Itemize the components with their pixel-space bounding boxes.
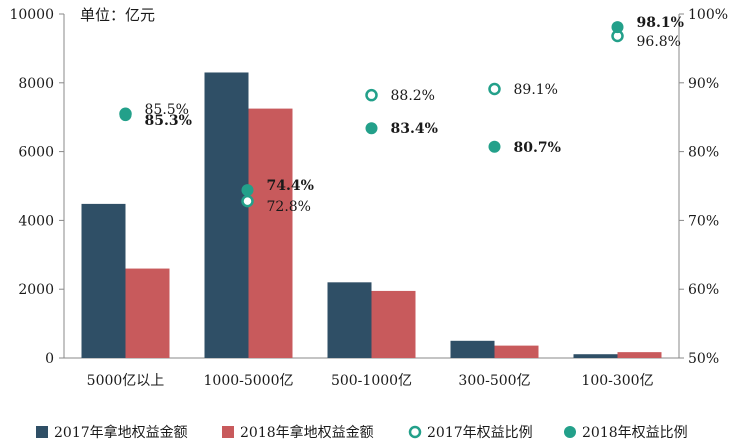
- label-2017: 88.2%: [391, 88, 435, 104]
- marker-2018: [488, 140, 501, 153]
- bar-2017: [81, 203, 126, 358]
- left-tick-label: 4000: [18, 213, 54, 229]
- bar-2017: [573, 354, 618, 358]
- bar-2017: [204, 72, 249, 358]
- left-tick-label: 2000: [18, 282, 54, 298]
- right-tick-label: 100%: [688, 7, 728, 23]
- label-2018: 83.4%: [391, 121, 438, 137]
- category-label: 1000-5000亿: [204, 373, 294, 389]
- legend: 2017年拿地权益金额 2018年拿地权益金额 2017年权益比例 2018年权益比例: [36, 424, 688, 441]
- left-tick-label: 10000: [9, 7, 54, 23]
- bar-2018: [494, 345, 539, 358]
- right-tick-label: 60%: [688, 282, 719, 298]
- legend-label: 2018年拿地权益金额: [240, 424, 374, 441]
- bar-2017: [327, 282, 372, 358]
- left-axis-ticks: 0 2000 4000 6000 8000 10000: [9, 7, 64, 367]
- marker-2018: [119, 109, 132, 122]
- legend-label: 2018年权益比例: [582, 425, 688, 441]
- label-2018: 80.7%: [514, 140, 561, 156]
- marker-2018: [365, 122, 378, 135]
- category-label: 500-1000亿: [331, 373, 412, 389]
- label-2018: 98.1%: [637, 15, 684, 31]
- label-2017: 85.5%: [145, 102, 189, 118]
- marker-2017: [488, 82, 501, 96]
- marker-2018: [241, 184, 254, 197]
- bar-2018: [125, 268, 170, 358]
- markers: 85.5%85.3% 72.8% 74.4% 88.2% 83.4% 89.1% 80.7%…: [119, 15, 684, 215]
- label-2017: 72.8%: [267, 199, 311, 215]
- marker-2018: [611, 21, 624, 34]
- right-axis-ticks: 50% 60% 70% 80% 90% 100%: [679, 7, 728, 367]
- bar-2018: [617, 352, 662, 358]
- marker-2017: [241, 194, 254, 208]
- legend-swatch: [36, 426, 48, 438]
- marker-2017: [365, 88, 378, 102]
- category-label: 5000亿以上: [87, 373, 165, 389]
- right-tick-label: 50%: [688, 351, 719, 367]
- right-tick-label: 70%: [688, 213, 719, 229]
- legend-label: 2017年权益比例: [427, 425, 533, 441]
- left-tick-label: 0: [45, 351, 54, 367]
- category-label: 100-300亿: [581, 373, 653, 389]
- category-labels: 5000亿以上 1000-5000亿 500-1000亿 300-500亿 100-30…: [87, 373, 654, 389]
- unit-label: 单位：亿元: [80, 6, 155, 24]
- legend-marker-filled: [564, 426, 576, 438]
- category-label: 300-500亿: [458, 373, 530, 389]
- right-tick-label: 90%: [688, 76, 719, 92]
- legend-marker-hollow: [408, 425, 422, 439]
- label-2018: 74.4%: [267, 178, 314, 194]
- label-2018: 85.3%: [145, 113, 192, 129]
- label-2017: 96.8%: [637, 34, 681, 50]
- right-tick-label: 80%: [688, 145, 719, 161]
- bar-2018: [248, 108, 293, 358]
- left-tick-label: 8000: [18, 76, 54, 92]
- left-tick-label: 6000: [18, 145, 54, 161]
- plot-area: 0 2000 4000 6000 8000 10000 50% 60% 70% 80% 90% 10…: [9, 6, 728, 389]
- bar-2018: [371, 290, 416, 358]
- legend-swatch: [222, 426, 234, 438]
- bar-2017: [450, 340, 495, 358]
- bars: [81, 72, 662, 358]
- legend-label: 2017年拿地权益金额: [54, 424, 188, 441]
- label-2017: 89.1%: [514, 82, 558, 98]
